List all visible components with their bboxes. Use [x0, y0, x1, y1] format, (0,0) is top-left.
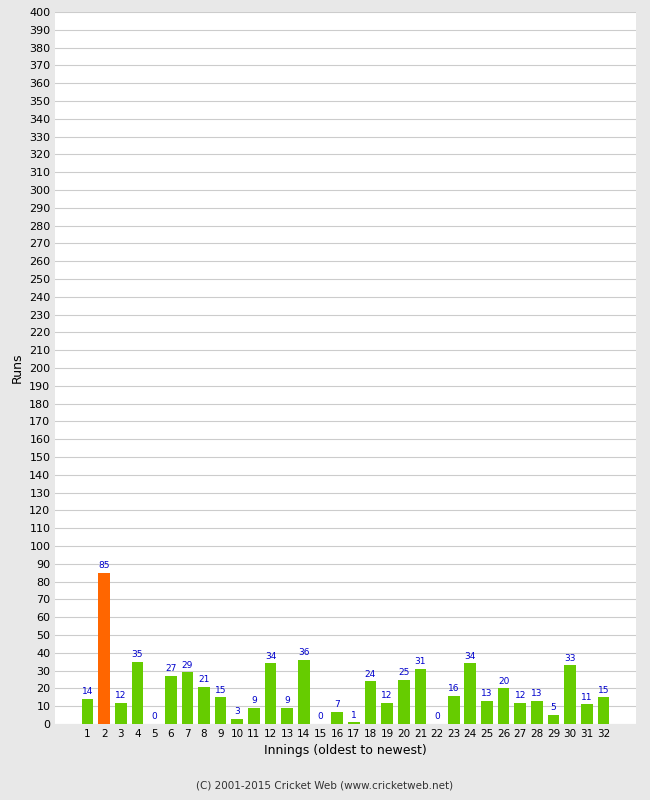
Text: 33: 33 — [564, 654, 576, 662]
Bar — [181, 672, 193, 724]
Text: 11: 11 — [581, 693, 593, 702]
Text: 27: 27 — [165, 664, 176, 674]
Bar — [198, 686, 210, 724]
Bar — [131, 662, 143, 724]
Bar — [481, 701, 493, 724]
Bar — [465, 663, 476, 724]
Bar — [265, 663, 276, 724]
Bar — [498, 688, 510, 724]
Bar — [248, 708, 260, 724]
Text: 9: 9 — [251, 696, 257, 706]
Text: 1: 1 — [351, 710, 357, 719]
Bar — [448, 695, 460, 724]
Text: 34: 34 — [465, 652, 476, 661]
Bar — [281, 708, 293, 724]
Bar — [332, 711, 343, 724]
Text: 20: 20 — [498, 677, 510, 686]
Bar — [415, 669, 426, 724]
Text: 15: 15 — [598, 686, 609, 694]
Text: 24: 24 — [365, 670, 376, 678]
Text: 35: 35 — [132, 650, 143, 659]
Text: 12: 12 — [382, 691, 393, 700]
Bar — [348, 722, 359, 724]
Bar — [514, 702, 526, 724]
Text: 14: 14 — [82, 687, 93, 697]
Text: 16: 16 — [448, 684, 460, 693]
Text: 12: 12 — [515, 691, 526, 700]
Text: (C) 2001-2015 Cricket Web (www.cricketweb.net): (C) 2001-2015 Cricket Web (www.cricketwe… — [196, 781, 454, 790]
Text: 13: 13 — [481, 689, 493, 698]
Text: 9: 9 — [284, 696, 290, 706]
Text: 34: 34 — [265, 652, 276, 661]
Text: 7: 7 — [334, 700, 340, 709]
Bar — [581, 705, 593, 724]
Text: 21: 21 — [198, 675, 210, 684]
Bar — [115, 702, 127, 724]
Text: 36: 36 — [298, 648, 309, 658]
Text: 5: 5 — [551, 703, 556, 713]
Text: 3: 3 — [235, 707, 240, 716]
Bar — [597, 698, 609, 724]
Text: 13: 13 — [531, 689, 543, 698]
Bar — [231, 718, 243, 724]
Text: 85: 85 — [98, 561, 110, 570]
Bar — [365, 682, 376, 724]
Text: 0: 0 — [151, 712, 157, 722]
Bar — [98, 573, 110, 724]
Bar — [398, 679, 410, 724]
Text: 0: 0 — [318, 712, 324, 722]
Bar — [298, 660, 309, 724]
X-axis label: Innings (oldest to newest): Innings (oldest to newest) — [264, 745, 427, 758]
Text: 31: 31 — [415, 657, 426, 666]
Bar — [548, 715, 560, 724]
Text: 29: 29 — [181, 661, 193, 670]
Bar — [165, 676, 177, 724]
Bar — [214, 698, 226, 724]
Bar — [82, 699, 94, 724]
Text: 12: 12 — [115, 691, 127, 700]
Bar — [564, 666, 576, 724]
Text: 15: 15 — [215, 686, 226, 694]
Bar — [531, 701, 543, 724]
Y-axis label: Runs: Runs — [10, 353, 23, 383]
Bar — [382, 702, 393, 724]
Text: 0: 0 — [434, 712, 440, 722]
Text: 25: 25 — [398, 668, 410, 677]
